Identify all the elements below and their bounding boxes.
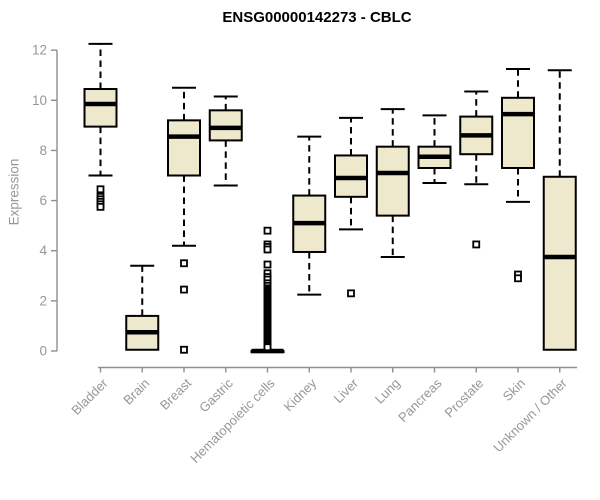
outlier-point-hematopoietic-cells	[263, 260, 272, 269]
y-axis-tick-label: 8	[39, 143, 47, 158]
outlier-point-bladder	[96, 185, 105, 194]
x-axis-category-label-gastric: Gastric	[196, 375, 236, 415]
y-axis-tick-label: 12	[32, 43, 47, 58]
y-axis-tick-label: 0	[39, 344, 47, 359]
x-axis-category-label-liver: Liver	[331, 375, 362, 406]
outlier-point-prostate	[472, 240, 481, 249]
x-axis-category-label-kidney: Kidney	[281, 375, 320, 414]
y-axis-tick-label: 6	[39, 193, 47, 208]
y-axis-tick-label: 4	[39, 243, 47, 258]
x-axis-category-label-bladder: Bladder	[68, 375, 111, 418]
x-axis-category-label-brain: Brain	[120, 376, 152, 408]
outlier-point-hematopoietic-cells	[263, 226, 272, 235]
outlier-point-bladder	[96, 202, 105, 211]
outlier-point-breast	[180, 285, 188, 294]
outlier-point-skin	[514, 274, 522, 283]
chart-title: ENSG00000142273 - CBLC	[222, 9, 412, 26]
x-axis-category-label-breast: Breast	[157, 375, 194, 412]
outlier-point-breast	[180, 345, 188, 354]
outlier-point-breast	[180, 259, 188, 268]
x-axis-category-label-lung: Lung	[372, 376, 403, 407]
outlier-point-liver	[347, 289, 355, 298]
outlier-point-hematopoietic-cells	[263, 245, 272, 254]
box-gastric	[208, 109, 243, 142]
outlier-point-hematopoietic-cells	[263, 343, 272, 352]
box-breast	[167, 119, 201, 177]
box-skin	[501, 96, 535, 169]
box-lung	[375, 145, 410, 217]
y-axis-tick-label: 2	[39, 293, 47, 308]
x-axis-category-label-prostate: Prostate	[442, 376, 487, 421]
box-bladder	[83, 88, 118, 128]
x-axis-category-label-skin: Skin	[500, 376, 528, 404]
box-unknown-other	[542, 175, 577, 351]
x-axis-category-label-unknown-other: Unknown / Other	[490, 375, 570, 455]
x-axis-category-label-pancreas: Pancreas	[395, 375, 445, 425]
y-axis-tick-label: 10	[32, 93, 47, 108]
